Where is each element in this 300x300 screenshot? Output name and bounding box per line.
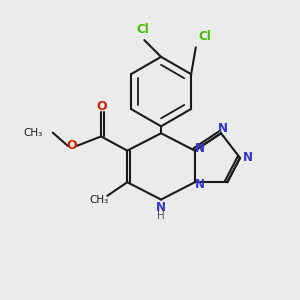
Text: N: N: [195, 178, 205, 191]
Text: Cl: Cl: [198, 30, 211, 43]
Text: CH₃: CH₃: [89, 195, 108, 205]
Text: O: O: [96, 100, 107, 113]
Text: N: N: [218, 122, 228, 135]
Text: N: N: [155, 201, 165, 214]
Text: H: H: [157, 211, 164, 221]
Text: N: N: [195, 142, 205, 155]
Text: N: N: [243, 152, 253, 164]
Text: O: O: [66, 140, 77, 152]
Text: Cl: Cl: [136, 23, 149, 36]
Text: CH₃: CH₃: [23, 128, 42, 138]
